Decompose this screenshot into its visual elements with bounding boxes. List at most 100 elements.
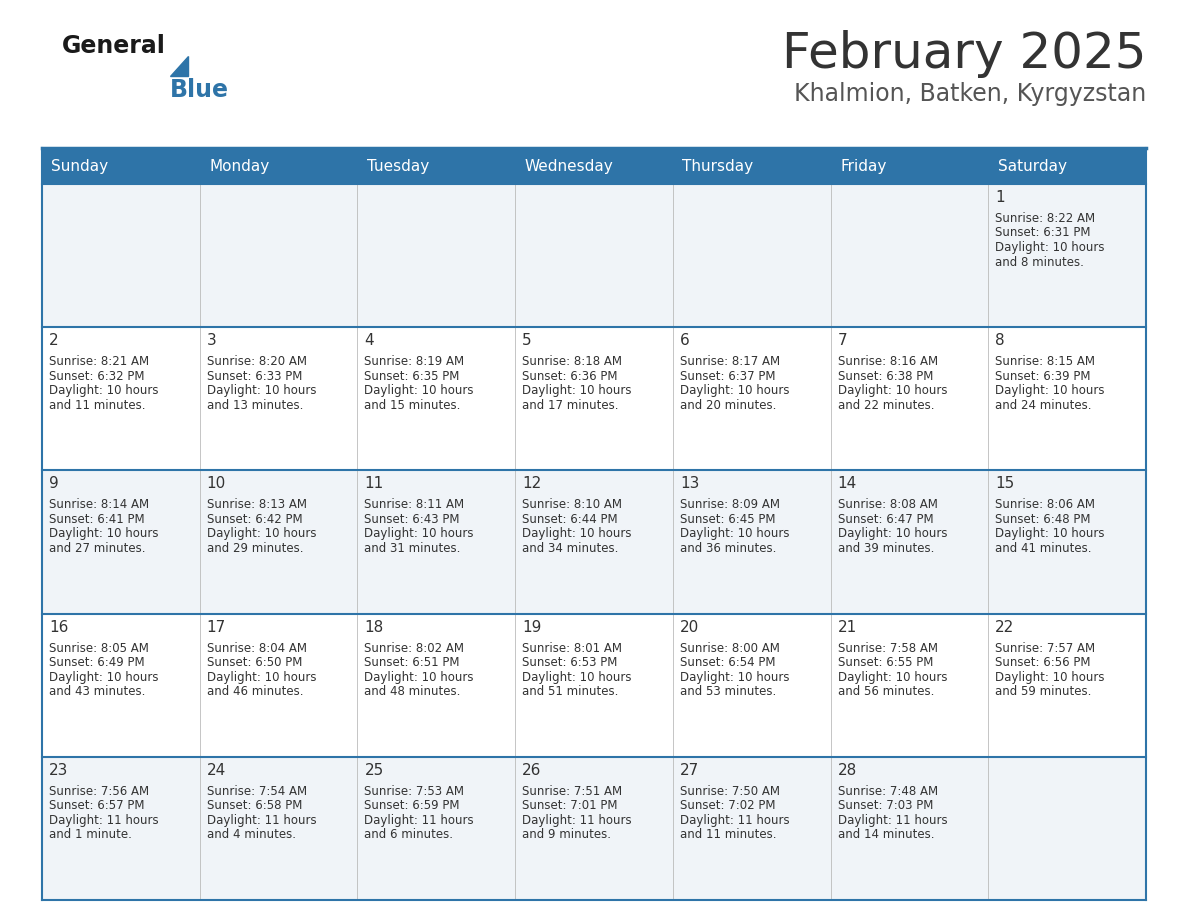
Text: Sunrise: 7:58 AM: Sunrise: 7:58 AM — [838, 642, 937, 655]
Text: Sunrise: 7:53 AM: Sunrise: 7:53 AM — [365, 785, 465, 798]
Text: Monday: Monday — [209, 159, 270, 174]
Text: 2: 2 — [49, 333, 58, 348]
Text: and 4 minutes.: and 4 minutes. — [207, 828, 296, 841]
Text: Sunset: 6:59 PM: Sunset: 6:59 PM — [365, 800, 460, 812]
Text: Sunrise: 8:09 AM: Sunrise: 8:09 AM — [680, 498, 779, 511]
Text: Sunrise: 7:50 AM: Sunrise: 7:50 AM — [680, 785, 779, 798]
Text: and 14 minutes.: and 14 minutes. — [838, 828, 934, 841]
Text: Sunrise: 8:04 AM: Sunrise: 8:04 AM — [207, 642, 307, 655]
Text: 22: 22 — [996, 620, 1015, 634]
Text: Sunset: 6:33 PM: Sunset: 6:33 PM — [207, 370, 302, 383]
Text: Daylight: 10 hours: Daylight: 10 hours — [680, 385, 789, 397]
Text: and 22 minutes.: and 22 minutes. — [838, 398, 934, 411]
Text: Daylight: 10 hours: Daylight: 10 hours — [207, 528, 316, 541]
Text: Sunrise: 8:16 AM: Sunrise: 8:16 AM — [838, 355, 937, 368]
Text: 25: 25 — [365, 763, 384, 778]
Bar — [42, 613, 1146, 756]
Text: Sunrise: 7:56 AM: Sunrise: 7:56 AM — [49, 785, 150, 798]
Text: Sunset: 6:35 PM: Sunset: 6:35 PM — [365, 370, 460, 383]
Text: Daylight: 10 hours: Daylight: 10 hours — [523, 671, 632, 684]
Text: Sunset: 6:31 PM: Sunset: 6:31 PM — [996, 227, 1091, 240]
Text: Sunrise: 7:54 AM: Sunrise: 7:54 AM — [207, 785, 307, 798]
Text: Daylight: 11 hours: Daylight: 11 hours — [680, 813, 790, 827]
Text: Daylight: 11 hours: Daylight: 11 hours — [207, 813, 316, 827]
Text: 8: 8 — [996, 333, 1005, 348]
Bar — [42, 470, 1146, 613]
Text: Sunset: 6:51 PM: Sunset: 6:51 PM — [365, 656, 460, 669]
Text: Daylight: 10 hours: Daylight: 10 hours — [996, 241, 1105, 254]
Text: Sunrise: 8:17 AM: Sunrise: 8:17 AM — [680, 355, 781, 368]
Bar — [42, 756, 1146, 900]
Text: Sunset: 6:48 PM: Sunset: 6:48 PM — [996, 513, 1091, 526]
Text: 1: 1 — [996, 190, 1005, 205]
Text: Sunrise: 8:22 AM: Sunrise: 8:22 AM — [996, 212, 1095, 225]
Text: Sunset: 6:55 PM: Sunset: 6:55 PM — [838, 656, 933, 669]
Bar — [42, 327, 1146, 470]
Text: 24: 24 — [207, 763, 226, 778]
Text: Sunrise: 8:18 AM: Sunrise: 8:18 AM — [523, 355, 623, 368]
Text: and 48 minutes.: and 48 minutes. — [365, 685, 461, 698]
Text: Sunrise: 7:51 AM: Sunrise: 7:51 AM — [523, 785, 623, 798]
Bar — [988, 148, 1146, 184]
Text: Tuesday: Tuesday — [367, 159, 429, 174]
Text: Wednesday: Wednesday — [525, 159, 613, 174]
Text: Blue: Blue — [170, 78, 229, 102]
Text: Daylight: 11 hours: Daylight: 11 hours — [838, 813, 947, 827]
Text: and 20 minutes.: and 20 minutes. — [680, 398, 776, 411]
Text: Sunset: 6:49 PM: Sunset: 6:49 PM — [49, 656, 145, 669]
Text: Sunrise: 8:00 AM: Sunrise: 8:00 AM — [680, 642, 779, 655]
Text: Sunset: 6:57 PM: Sunset: 6:57 PM — [49, 800, 145, 812]
Text: and 59 minutes.: and 59 minutes. — [996, 685, 1092, 698]
Text: and 53 minutes.: and 53 minutes. — [680, 685, 776, 698]
Text: and 6 minutes.: and 6 minutes. — [365, 828, 454, 841]
Text: Sunrise: 8:06 AM: Sunrise: 8:06 AM — [996, 498, 1095, 511]
Text: Sunday: Sunday — [51, 159, 108, 174]
Text: 14: 14 — [838, 476, 857, 491]
Text: Sunset: 6:39 PM: Sunset: 6:39 PM — [996, 370, 1091, 383]
Text: Sunset: 6:36 PM: Sunset: 6:36 PM — [523, 370, 618, 383]
Text: Sunrise: 8:13 AM: Sunrise: 8:13 AM — [207, 498, 307, 511]
Text: Sunset: 7:02 PM: Sunset: 7:02 PM — [680, 800, 776, 812]
Text: 16: 16 — [49, 620, 69, 634]
Text: 19: 19 — [523, 620, 542, 634]
Text: and 39 minutes.: and 39 minutes. — [838, 542, 934, 554]
Text: Sunset: 7:03 PM: Sunset: 7:03 PM — [838, 800, 933, 812]
Text: Sunrise: 8:10 AM: Sunrise: 8:10 AM — [523, 498, 623, 511]
Text: 15: 15 — [996, 476, 1015, 491]
Text: 23: 23 — [49, 763, 69, 778]
Text: Sunset: 6:54 PM: Sunset: 6:54 PM — [680, 656, 776, 669]
Text: and 27 minutes.: and 27 minutes. — [49, 542, 145, 554]
Text: Sunrise: 8:20 AM: Sunrise: 8:20 AM — [207, 355, 307, 368]
Text: Sunrise: 7:48 AM: Sunrise: 7:48 AM — [838, 785, 937, 798]
Text: Sunset: 7:01 PM: Sunset: 7:01 PM — [523, 800, 618, 812]
Bar — [830, 148, 988, 184]
Text: General: General — [62, 34, 166, 58]
Text: and 29 minutes.: and 29 minutes. — [207, 542, 303, 554]
Bar — [516, 148, 672, 184]
Text: 11: 11 — [365, 476, 384, 491]
Text: Sunset: 6:50 PM: Sunset: 6:50 PM — [207, 656, 302, 669]
Text: and 36 minutes.: and 36 minutes. — [680, 542, 776, 554]
Text: Saturday: Saturday — [998, 159, 1067, 174]
Text: and 56 minutes.: and 56 minutes. — [838, 685, 934, 698]
Text: Sunrise: 8:21 AM: Sunrise: 8:21 AM — [49, 355, 150, 368]
Text: Daylight: 10 hours: Daylight: 10 hours — [49, 385, 158, 397]
Text: 27: 27 — [680, 763, 699, 778]
Text: 26: 26 — [523, 763, 542, 778]
Text: Daylight: 10 hours: Daylight: 10 hours — [996, 671, 1105, 684]
Text: Sunset: 6:56 PM: Sunset: 6:56 PM — [996, 656, 1091, 669]
Text: Daylight: 10 hours: Daylight: 10 hours — [365, 385, 474, 397]
Text: and 13 minutes.: and 13 minutes. — [207, 398, 303, 411]
Text: Sunrise: 7:57 AM: Sunrise: 7:57 AM — [996, 642, 1095, 655]
Bar — [200, 148, 358, 184]
Text: Sunrise: 8:14 AM: Sunrise: 8:14 AM — [49, 498, 150, 511]
Text: 9: 9 — [49, 476, 58, 491]
Text: Daylight: 10 hours: Daylight: 10 hours — [680, 528, 789, 541]
Polygon shape — [170, 56, 188, 76]
Text: 20: 20 — [680, 620, 699, 634]
Text: Sunset: 6:37 PM: Sunset: 6:37 PM — [680, 370, 776, 383]
Text: and 24 minutes.: and 24 minutes. — [996, 398, 1092, 411]
Text: Daylight: 10 hours: Daylight: 10 hours — [996, 528, 1105, 541]
Text: Daylight: 10 hours: Daylight: 10 hours — [996, 385, 1105, 397]
Text: Sunset: 6:43 PM: Sunset: 6:43 PM — [365, 513, 460, 526]
